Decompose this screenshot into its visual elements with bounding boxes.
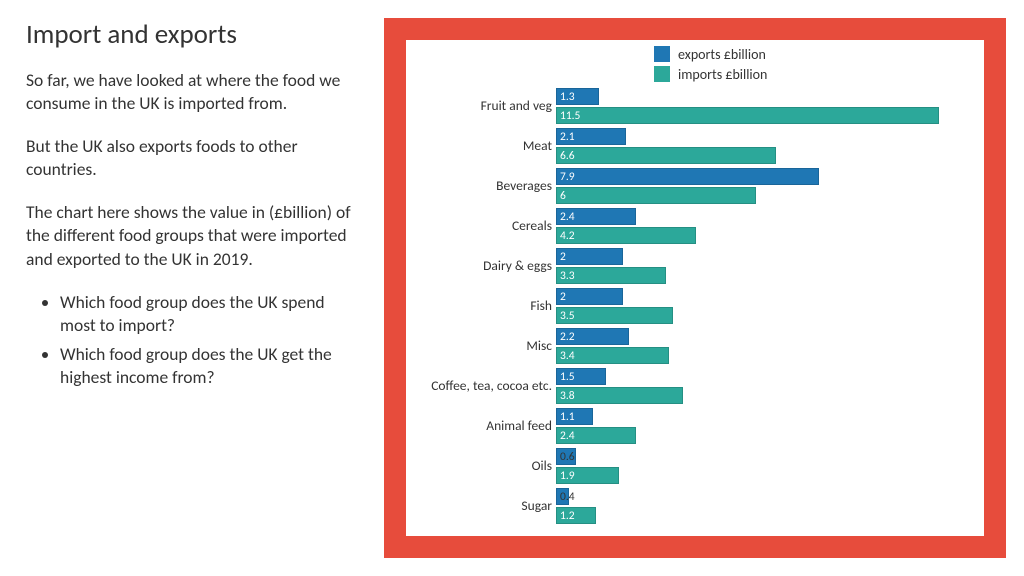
- question-list: Which food group does the UK spend most …: [26, 291, 358, 389]
- import-bar: 3.4: [556, 347, 669, 364]
- chart-row: Misc2.23.4: [406, 326, 974, 366]
- category-label: Sugar: [406, 499, 556, 513]
- legend-swatch-exports: [654, 46, 670, 62]
- bar-group: 1.12.4: [556, 406, 974, 446]
- bar-group: 23.5: [556, 286, 974, 326]
- chart-row: Cereals2.44.2: [406, 206, 974, 246]
- category-label: Fruit and veg: [406, 99, 556, 113]
- category-label: Dairy & eggs: [406, 259, 556, 273]
- bar-group: 0.41.2: [556, 486, 974, 526]
- chart-row: Fish23.5: [406, 286, 974, 326]
- paragraph: The chart here shows the value in (£bill…: [26, 201, 358, 270]
- bar-group: 7.96: [556, 166, 974, 206]
- category-label: Beverages: [406, 179, 556, 193]
- legend-item-exports: exports £billion: [654, 44, 767, 64]
- export-bar: 2.4: [556, 208, 636, 225]
- bar-group: 23.3: [556, 246, 974, 286]
- import-bar: 4.2: [556, 227, 696, 244]
- export-bar: 1.1: [556, 408, 593, 425]
- chart-panel: exports £billion imports £billion Fruit …: [384, 0, 1024, 576]
- import-bar: 1.9: [556, 467, 619, 484]
- export-bar: 2: [556, 288, 623, 305]
- import-bar: 2.4: [556, 427, 636, 444]
- export-bar: 1.3: [556, 88, 599, 105]
- category-label: Misc: [406, 339, 556, 353]
- bar-group: 2.44.2: [556, 206, 974, 246]
- bar-group: 1.3 11.5: [556, 86, 974, 126]
- legend: exports £billion imports £billion: [654, 44, 767, 84]
- chart-frame: exports £billion imports £billion Fruit …: [384, 18, 1006, 558]
- legend-label: exports £billion: [678, 46, 766, 63]
- text-panel: Import and exports So far, we have looke…: [0, 0, 384, 576]
- chart-row: Coffee, tea, cocoa etc.1.53.8: [406, 366, 974, 406]
- import-bar: 6.6: [556, 147, 776, 164]
- bar-chart: Fruit and veg1.311.5Meat2.16.6Beverages7…: [406, 86, 974, 530]
- export-bar: 1.5: [556, 368, 606, 385]
- chart-row: Beverages7.96: [406, 166, 974, 206]
- import-bar: 6: [556, 187, 756, 204]
- export-bar: 2.1: [556, 128, 626, 145]
- paragraph: But the UK also exports foods to other c…: [26, 135, 358, 181]
- chart-row: Oils0.61.9: [406, 446, 974, 486]
- category-label: Meat: [406, 139, 556, 153]
- chart-row: Fruit and veg1.3 11.5: [406, 86, 974, 126]
- export-bar: 7.9: [556, 168, 819, 185]
- list-item: Which food group does the UK spend most …: [60, 291, 358, 337]
- chart-row: Animal feed1.12.4: [406, 406, 974, 446]
- category-label: Animal feed: [406, 419, 556, 433]
- import-bar: 3.3: [556, 267, 666, 284]
- chart-row: Dairy & eggs23.3: [406, 246, 974, 286]
- export-bar: 0.6: [556, 448, 576, 465]
- paragraph: So far, we have looked at where the food…: [26, 69, 358, 115]
- chart-row: Sugar0.41.2: [406, 486, 974, 526]
- bar-group: 0.61.9: [556, 446, 974, 486]
- export-bar: 0.4: [556, 488, 569, 505]
- import-bar: 1.2: [556, 507, 596, 524]
- export-bar: 2.2: [556, 328, 629, 345]
- category-label: Cereals: [406, 219, 556, 233]
- import-bar: 3.8: [556, 387, 683, 404]
- import-bar: 11.5: [556, 107, 939, 124]
- chart-row: Meat2.16.6: [406, 126, 974, 166]
- list-item: Which food group does the UK get the hig…: [60, 343, 358, 389]
- bar-group: 2.23.4: [556, 326, 974, 366]
- export-bar: 2: [556, 248, 623, 265]
- legend-item-imports: imports £billion: [654, 64, 767, 84]
- page-title: Import and exports: [26, 18, 358, 51]
- legend-label: imports £billion: [678, 66, 767, 83]
- category-label: Fish: [406, 299, 556, 313]
- bar-group: 2.16.6: [556, 126, 974, 166]
- import-bar: 3.5: [556, 307, 673, 324]
- legend-swatch-imports: [654, 66, 670, 82]
- bar-group: 1.53.8: [556, 366, 974, 406]
- category-label: Oils: [406, 459, 556, 473]
- category-label: Coffee, tea, cocoa etc.: [406, 379, 556, 393]
